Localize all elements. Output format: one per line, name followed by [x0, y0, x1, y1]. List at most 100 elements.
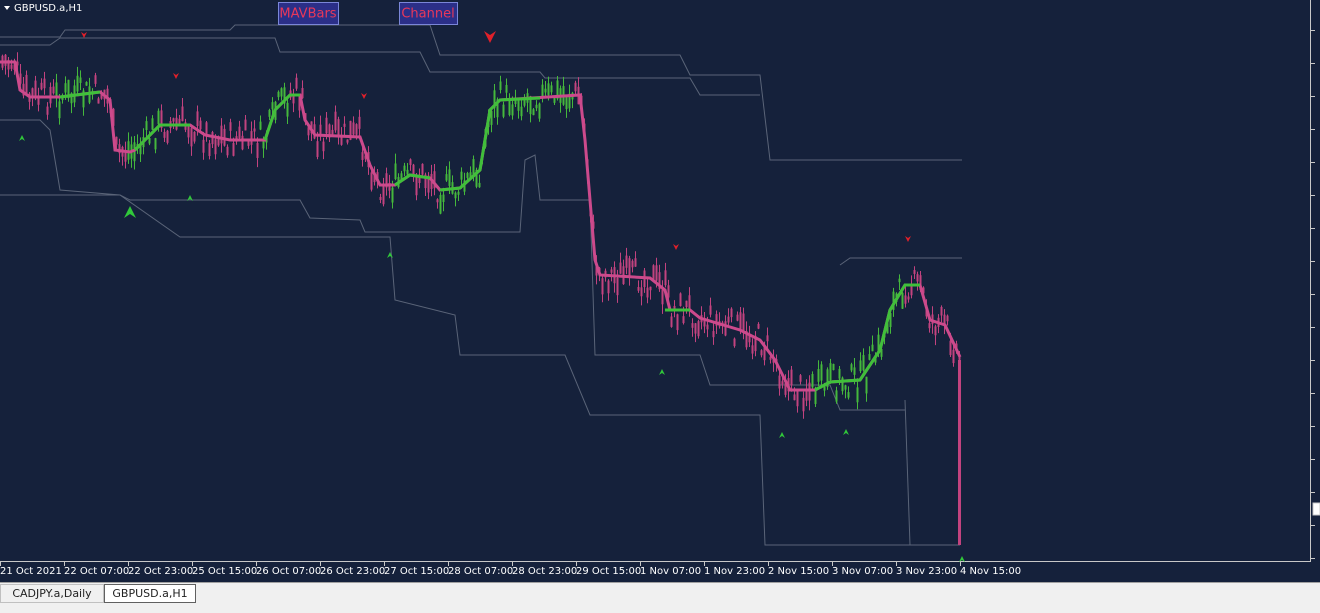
candle-body [910, 284, 913, 296]
buy-arrow [959, 556, 965, 562]
candle-body [244, 119, 247, 131]
candle-body [724, 321, 727, 336]
candle-body [886, 323, 889, 334]
button-label[interactable]: MAVBars [279, 7, 336, 22]
candle-body [703, 319, 706, 327]
candle-body [667, 285, 670, 298]
time-label: 26 Oct 07:00 [256, 566, 321, 577]
candle-body [619, 262, 622, 274]
tab[interactable] [104, 584, 196, 603]
candle-body [934, 326, 937, 336]
candle-body [355, 124, 358, 135]
tab-bar [0, 582, 1320, 609]
candle-body [394, 163, 397, 180]
sell-arrow [484, 31, 496, 43]
candle-body [799, 375, 802, 382]
time-label: 28 Oct 07:00 [448, 566, 513, 577]
tab-label[interactable]: CADJPY.a,Daily [12, 587, 92, 600]
button-label[interactable]: Channel [401, 7, 454, 22]
candle-body [535, 104, 538, 109]
candle-body [466, 173, 469, 178]
candle-body [352, 122, 355, 135]
candle-body [247, 141, 250, 146]
dropdown-icon[interactable] [4, 6, 10, 10]
candle-body [256, 142, 259, 158]
candle-body [211, 132, 214, 145]
button-bg[interactable] [399, 2, 458, 25]
candle-body [802, 397, 805, 412]
candle-body [295, 77, 298, 89]
candle-body [196, 111, 199, 126]
candle-body [805, 388, 808, 401]
candle-body [151, 118, 154, 130]
candle-body [100, 94, 103, 99]
candle-body [205, 122, 208, 135]
candle-body [214, 139, 217, 155]
candle-body [652, 265, 655, 281]
candle-body [679, 293, 682, 306]
candle-body [376, 172, 379, 180]
button-bg[interactable] [278, 2, 339, 25]
candle-body [556, 80, 559, 99]
candle-body [241, 135, 244, 150]
tab-label[interactable]: GBPUSD.a,H1 [112, 587, 187, 600]
candle-body [670, 316, 673, 327]
candle-body [565, 95, 568, 110]
candle-body [25, 74, 28, 94]
candle-body [844, 385, 847, 390]
candle-body [190, 128, 193, 147]
candle-body [22, 83, 25, 96]
candle-body [859, 360, 862, 372]
candle-body [463, 180, 466, 192]
candle-body [616, 277, 619, 296]
candle-body [835, 390, 838, 402]
button[interactable]: Channel [399, 2, 458, 25]
candle-body [871, 344, 874, 352]
candle-body [790, 369, 793, 386]
candle-body [421, 163, 424, 175]
candle-body [313, 124, 316, 139]
time-label: 27 Oct 15:00 [384, 566, 449, 577]
candle-body [796, 391, 799, 407]
candle-body [655, 265, 658, 281]
tab[interactable] [0, 584, 104, 603]
sell-arrow [81, 32, 87, 38]
candle-body [145, 121, 148, 131]
candle-body [208, 143, 211, 157]
candle-body [4, 54, 7, 66]
candle-body [409, 159, 412, 165]
candle-body [868, 354, 871, 360]
candle-body [319, 124, 322, 134]
time-label: 28 Oct 23:00 [512, 566, 577, 577]
candle-body [157, 110, 160, 125]
candle-body [856, 387, 859, 403]
candle-body [298, 96, 301, 111]
candle-body [187, 126, 190, 138]
candle-body [250, 131, 253, 145]
candle-body [220, 125, 223, 144]
candle-body [523, 98, 526, 106]
candle-body [79, 77, 82, 83]
candle-body [499, 81, 502, 90]
candle-body [745, 331, 748, 348]
candle-body [601, 278, 604, 295]
candle-body [829, 363, 832, 381]
candle-body [52, 86, 55, 94]
candle-body [847, 392, 850, 398]
candle-body [958, 360, 961, 545]
candle-body [262, 139, 265, 149]
candle-body [760, 350, 763, 356]
candle-body [754, 335, 757, 352]
tabs: CADJPY.a,Daily GBPUSD.a,H1 [0, 584, 196, 603]
symbol-header: GBPUSD.a,H1 [4, 3, 82, 14]
candle-body [442, 194, 445, 203]
button[interactable]: MAVBars [278, 2, 339, 25]
buy-arrow [779, 432, 785, 438]
candle-body [811, 373, 814, 388]
candle-body [715, 314, 718, 326]
candle-body [19, 73, 22, 84]
candle-body [253, 128, 256, 132]
candle-body [223, 128, 226, 146]
